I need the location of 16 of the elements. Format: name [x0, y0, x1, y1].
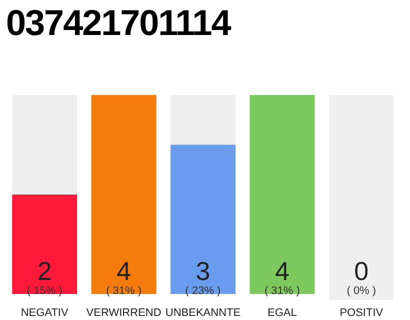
- annotation: ( 31% ): [106, 285, 142, 297]
- annotation: ( 23% ): [185, 285, 221, 297]
- data-label: 4: [116, 256, 132, 286]
- x-tick-label: EGAL: [268, 307, 297, 319]
- x-tick-label: VERWIRREND: [86, 307, 162, 319]
- data-label: 4: [274, 256, 290, 286]
- x-tick-label: NEGATIV: [20, 307, 69, 319]
- x-tick-label: UNBEKANNTE: [165, 307, 241, 319]
- annotation: ( 31% ): [264, 285, 300, 297]
- data-label: 0: [354, 256, 369, 286]
- annotation: ( 15% ): [26, 285, 62, 297]
- data-label: 3: [196, 256, 210, 286]
- data-label: 2: [37, 256, 52, 286]
- chart-title: 037421701114: [6, 2, 230, 44]
- annotation: ( 0% ): [346, 285, 376, 297]
- x-tick-label: POSITIV: [340, 307, 384, 319]
